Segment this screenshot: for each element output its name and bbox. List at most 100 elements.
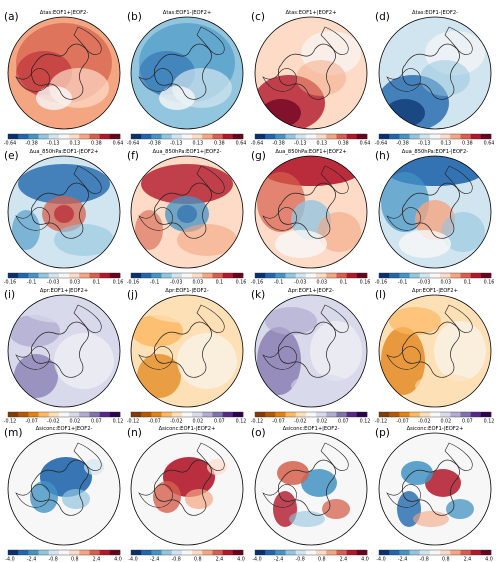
colorbar-segment	[440, 550, 451, 555]
colorbar: -4.0 -2.4 -0.8 0.8 2.4 4.0	[128, 549, 245, 562]
colorbar-segment	[429, 550, 441, 555]
panel-title: Δtas:EOF1+|EOF2-	[40, 10, 89, 16]
coastline	[30, 459, 89, 516]
colorbar-segment	[18, 273, 29, 278]
colorbar-segment	[192, 550, 203, 555]
colorbar-tick-label: 0.02	[192, 419, 203, 425]
colorbar-segment	[151, 550, 162, 555]
colorbar: -0.64 -0.38 -0.13 0.13 0.38 0.64	[4, 133, 124, 147]
panel-title: Δpr:EOF1+|EOF2-	[288, 288, 334, 294]
map-boundary	[7, 16, 121, 130]
colorbar-segment	[399, 412, 410, 417]
colorbar-segment	[232, 134, 244, 139]
map-field	[255, 295, 367, 407]
colorbar-segment	[336, 273, 347, 278]
colorbar-tick-label: 2.4	[340, 557, 348, 562]
colorbar-segment	[28, 273, 39, 278]
colorbar: -0.12 -0.07 -0.02 0.02 0.07 0.12	[4, 411, 123, 425]
map-field	[131, 17, 243, 129]
coastline	[30, 43, 89, 100]
colorbar-segment	[255, 412, 266, 417]
map-panel: (d) Δtas:EOF1-|EOF2- -0.64 -0.38 -0.13 0.13 0.…	[375, 10, 495, 147]
coastline	[153, 321, 212, 378]
colorbar-segment	[48, 550, 60, 555]
colorbar-segment	[161, 273, 173, 278]
panel-label: (o)	[251, 427, 266, 439]
panel-label: (p)	[375, 427, 390, 439]
colorbar-segment	[99, 550, 111, 555]
map-panel: (k) Δpr:EOF1+|EOF2- -0.12 -0.07 -0.02 0.02 0.0…	[251, 288, 371, 425]
colorbar-segment	[285, 412, 297, 417]
colorbar-tick-label: 0.64	[113, 141, 124, 147]
colorbar-segment	[389, 273, 400, 278]
map-boundary	[130, 16, 244, 130]
colorbar-segment	[212, 134, 223, 139]
coastline	[15, 346, 50, 370]
colorbar-tick-label: -0.12	[251, 419, 263, 425]
map-boundary	[378, 16, 492, 130]
colorbar-segment	[131, 134, 142, 139]
colorbar-segment	[305, 550, 317, 555]
map-panel: (m) Δsiconc:EOF1+|EOF2- -4.0 -2.4 -0.8 0.8 2.4…	[4, 426, 122, 562]
map-panel: (o) Δsiconc:EOF1+|EOF2- -4.0 -2.4 -0.8 0.8 2.4…	[251, 426, 369, 562]
coastline	[277, 182, 336, 239]
colorbar-segment	[151, 134, 162, 139]
colorbar-segment	[131, 273, 142, 278]
colorbar-segment	[161, 134, 173, 139]
map-field	[379, 295, 491, 407]
colorbar-segment	[265, 273, 276, 278]
colorbar-segment	[38, 273, 50, 278]
coastline	[15, 207, 50, 231]
map-boundary	[254, 155, 368, 269]
colorbar-tick-label: -4.0	[376, 557, 385, 562]
map-boundary	[130, 155, 244, 269]
panel-title: Δua_850hPa:EOF1-|EOF2-	[402, 149, 469, 155]
colorbar-segment	[141, 412, 152, 417]
coastline	[138, 346, 173, 370]
colorbar-segment	[18, 134, 29, 139]
colorbar-segment	[450, 134, 461, 139]
colorbar-tick-label: -0.64	[127, 141, 139, 147]
colorbar-segment	[429, 134, 441, 139]
coastline	[401, 43, 460, 100]
colorbar-segment	[109, 412, 121, 417]
colorbar-segment	[265, 412, 276, 417]
colorbar-tick-label: 2.4	[216, 557, 224, 562]
colorbar-segment	[69, 273, 80, 278]
colorbar-segment	[379, 412, 390, 417]
map-field	[255, 156, 367, 268]
map-panel: (i) Δpr:EOF1+|EOF2+ -0.12 -0.07 -0.02 0.02 0.0…	[4, 288, 124, 425]
colorbar-tick-label: 0.1	[340, 280, 348, 286]
colorbar-segment	[161, 550, 173, 555]
colorbar-segment	[131, 412, 142, 417]
colorbar-segment	[109, 550, 121, 555]
colorbar-segment	[356, 273, 368, 278]
colorbar-tick-label: 0.07	[214, 419, 225, 425]
colorbar-segment	[69, 134, 80, 139]
colorbar-tick-label: 0.16	[360, 280, 371, 286]
figure-row: (i) Δpr:EOF1+|EOF2+ -0.12 -0.07 -0.02 0.02 0.0…	[4, 288, 495, 425]
colorbar-tick-label: 0.8	[194, 557, 202, 562]
coastline	[73, 26, 102, 55]
panel-label: (f)	[127, 150, 139, 162]
panel-label: (m)	[4, 427, 22, 439]
coastline	[444, 442, 473, 471]
colorbar-tick-label: -4.0	[5, 557, 14, 562]
colorbar-segment	[69, 550, 80, 555]
map-boundary	[7, 155, 121, 269]
colorbar-segment	[399, 134, 410, 139]
colorbar-segment	[109, 134, 121, 139]
coastline	[444, 165, 473, 194]
colorbar-segment	[232, 273, 244, 278]
colorbar-segment	[346, 134, 358, 139]
map-field	[131, 156, 243, 268]
colorbar-segment	[171, 550, 183, 555]
colorbar-tick-label: 0.02	[69, 419, 80, 425]
colorbar-segment	[109, 273, 121, 278]
colorbar-segment	[58, 273, 70, 278]
colorbar-segment	[69, 412, 80, 417]
colorbar-segment	[450, 412, 461, 417]
colorbar-segment	[265, 134, 276, 139]
map-panel: (f) Δua_850hPa:EOF1+|EOF2- -0.16 -0.1 -0.03 0…	[127, 149, 247, 286]
colorbar-segment	[232, 412, 244, 417]
